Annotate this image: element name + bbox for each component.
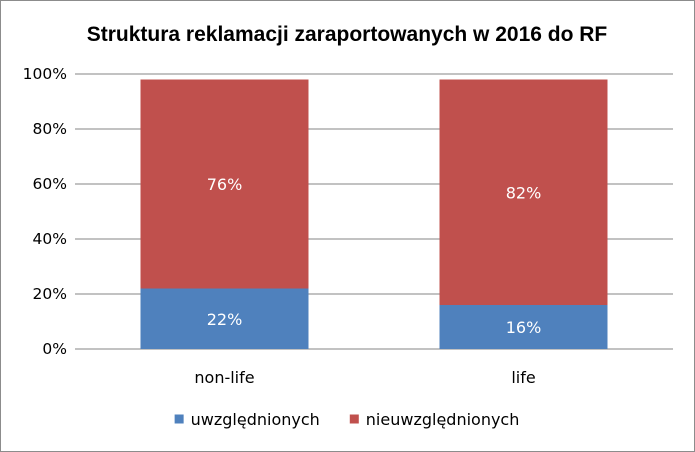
y-tick-label: 100% [23, 65, 67, 83]
x-axis-categories: non-life life [194, 368, 535, 387]
data-label: 16% [506, 318, 542, 337]
y-tick-label: 20% [33, 285, 67, 303]
y-tick-label: 0% [42, 340, 67, 358]
legend-swatch [174, 414, 184, 424]
y-tick-label: 40% [33, 230, 67, 248]
y-axis-ticks: 0% 20% 40% 60% 80% 100% [23, 65, 67, 358]
legend-label: nieuwzględnionych [366, 410, 520, 429]
chart-title: Struktura reklamacji zaraportowanych w 2… [87, 23, 608, 46]
data-labels: 22% 76% 16% 82% [207, 175, 542, 337]
x-category-label: life [511, 368, 535, 387]
bar-segment [140, 288, 309, 349]
bars [140, 79, 608, 349]
data-label: 76% [207, 175, 243, 194]
y-tick-label: 80% [33, 120, 67, 138]
x-category-label: non-life [194, 368, 254, 387]
bar-segment [439, 79, 608, 305]
bar-segment [140, 79, 309, 289]
bar-segment [439, 305, 608, 349]
data-label: 22% [207, 310, 243, 329]
legend-swatch [349, 414, 359, 424]
legend-label: uwzględnionych [191, 410, 320, 429]
data-label: 82% [506, 183, 542, 202]
y-tick-label: 60% [33, 175, 67, 193]
legend: uwzględnionych nieuwzględnionych [174, 410, 520, 429]
